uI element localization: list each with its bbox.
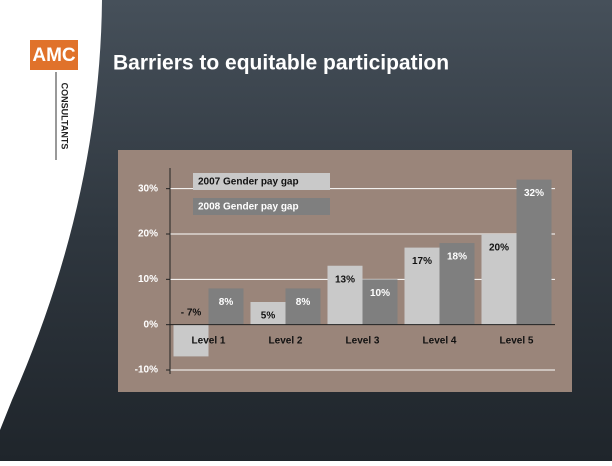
bar	[173, 324, 209, 357]
logo-box	[30, 40, 78, 70]
legend-swatch	[193, 173, 330, 190]
data-label: 20%	[489, 243, 509, 254]
left-panel	[0, 0, 102, 430]
data-label: 18%	[447, 252, 467, 263]
slide-title: Barriers to equitable participation	[113, 52, 449, 75]
bar	[516, 179, 552, 325]
y-tick-label: -10%	[135, 365, 158, 376]
bar	[439, 243, 475, 325]
data-label: 10%	[370, 288, 390, 299]
logo-name: AMC	[32, 45, 76, 66]
y-tick-label: 0%	[144, 319, 159, 330]
data-label: 32%	[524, 188, 544, 199]
y-tick-label: 30%	[138, 183, 158, 194]
data-label: 8%	[219, 297, 234, 308]
bar	[327, 265, 363, 325]
data-label: - 7%	[181, 307, 202, 318]
bar	[362, 279, 398, 325]
data-label: 17%	[412, 256, 432, 267]
bar	[481, 234, 517, 325]
bar	[404, 247, 440, 325]
logo-tagline: CONSULTANTS	[60, 83, 70, 150]
bar	[208, 288, 244, 325]
legend-label: 2008 Gender pay gap	[198, 202, 299, 213]
x-tick-label: Level 4	[423, 335, 457, 346]
y-tick-label: 10%	[138, 274, 158, 285]
y-tick-label: 20%	[138, 229, 158, 240]
legend-swatch	[193, 198, 330, 215]
bar	[250, 302, 286, 325]
data-label: 8%	[296, 297, 311, 308]
legend-label: 2007 Gender pay gap	[198, 177, 299, 188]
x-tick-label: Level 5	[500, 335, 534, 346]
x-tick-label: Level 2	[269, 335, 303, 346]
data-label: 5%	[261, 311, 276, 322]
x-tick-label: Level 1	[192, 335, 226, 346]
data-label: 13%	[335, 274, 355, 285]
x-tick-label: Level 3	[346, 335, 380, 346]
bar	[285, 288, 321, 325]
